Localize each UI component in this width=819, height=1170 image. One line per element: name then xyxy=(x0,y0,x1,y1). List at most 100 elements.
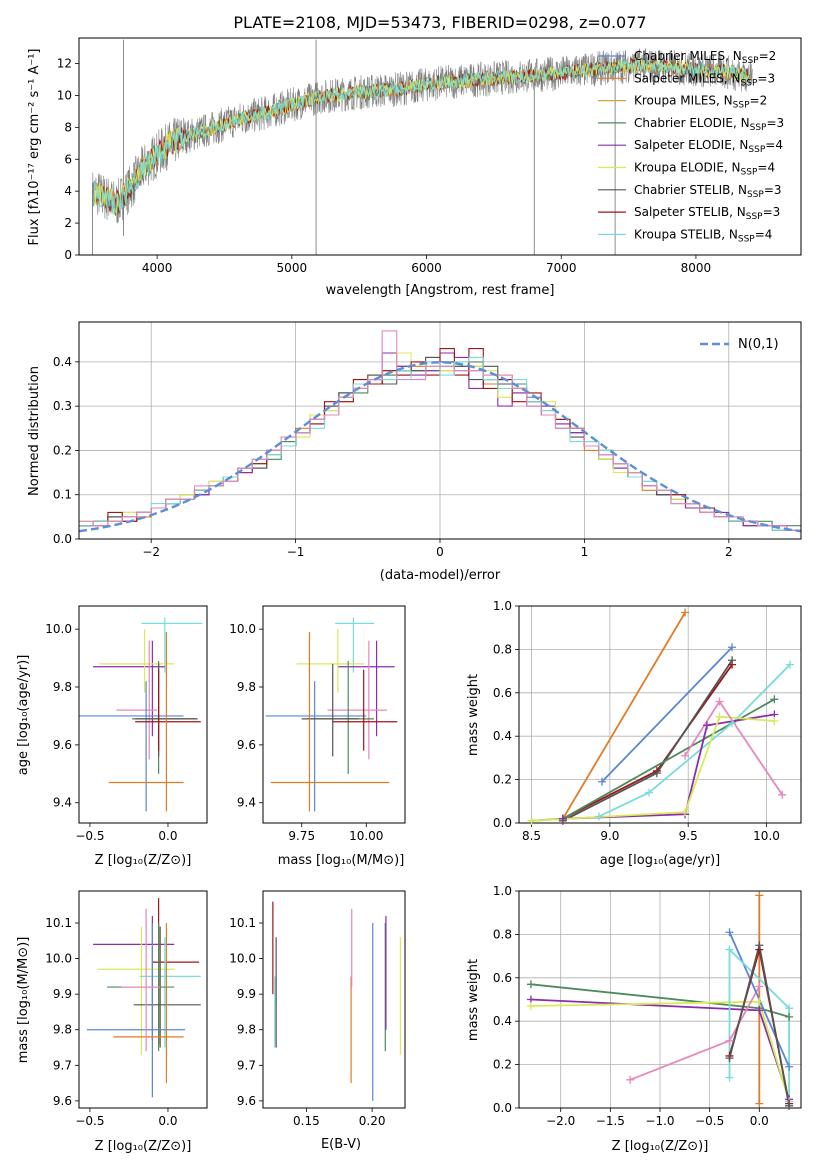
mass-z-chart-frame xyxy=(78,890,208,1109)
histogram-ylabel: Normed distribution xyxy=(27,366,42,496)
legend-label: Chabrier STELIB, NSSP=3 xyxy=(634,183,782,200)
y-tick-label: 9.9 xyxy=(237,987,256,1001)
y-tick-label: 9.6 xyxy=(237,738,256,752)
weight-z-chart: −2.0 −1.5 −1.0 −0.5 0.0 0.0 0.2 0.4 0.6 0.8 1.0 Z [… xyxy=(466,884,802,1154)
x-tick-label: −0.5 xyxy=(75,829,104,843)
x-tick-label: −1.0 xyxy=(645,1114,674,1128)
x-tick-label: −2 xyxy=(142,545,160,559)
x-tick-label: 1 xyxy=(581,545,589,559)
series-line xyxy=(531,715,775,822)
mass-ebv-chart-plot xyxy=(272,901,401,1101)
spectrum-chart-plot xyxy=(92,39,753,255)
y-tick-label: 10.0 xyxy=(45,952,72,966)
x-tick-label: 8.5 xyxy=(522,829,541,843)
series-marker xyxy=(594,812,603,821)
series-marker xyxy=(755,997,764,1006)
series-line xyxy=(562,612,686,820)
legend-label: Salpeter STELIB, NSSP=3 xyxy=(634,205,780,222)
series-marker xyxy=(728,656,737,665)
series-marker xyxy=(770,695,779,704)
series-line xyxy=(598,663,791,818)
x-tick-label: 9.5 xyxy=(679,829,698,843)
histogram-chart-plot xyxy=(79,330,801,533)
y-tick-label: 9.8 xyxy=(53,680,72,694)
y-tick-label: 0.8 xyxy=(493,927,512,941)
series-marker xyxy=(715,712,724,721)
series-marker xyxy=(652,769,661,778)
y-tick-label: 0.1 xyxy=(53,488,72,502)
series-line xyxy=(629,986,761,1081)
series-marker xyxy=(725,928,734,937)
x-tick-label: 4000 xyxy=(142,261,173,275)
y-tick-label: 0.0 xyxy=(53,532,72,546)
y-tick-label: 0.6 xyxy=(493,686,512,700)
series-marker xyxy=(785,1062,794,1071)
x-tick-label: 0.0 xyxy=(158,1114,177,1128)
legend-label: Kroupa ELODIE, NSSP=4 xyxy=(634,161,775,178)
age-z-chart-plot xyxy=(79,617,203,812)
series-marker xyxy=(778,790,787,799)
x-tick-label: 8000 xyxy=(681,261,712,275)
y-tick-label: 10 xyxy=(57,88,72,102)
series-line xyxy=(562,659,733,822)
mass-ebv-chart: 0.15 0.20 9.6 9.7 9.8 9.9 10.0 10.1 E(B-V) xyxy=(229,890,406,1152)
age-z-chart-ylabel: age [log₁₀(age/yr)] xyxy=(16,655,31,776)
x-tick-label: 7000 xyxy=(546,261,577,275)
x-tick-label: 0.0 xyxy=(158,829,177,843)
y-tick-label: 0.4 xyxy=(493,1014,512,1028)
y-tick-label: 0.3 xyxy=(53,399,72,413)
series-marker xyxy=(558,814,567,823)
model-spectrum xyxy=(93,57,750,214)
mass-z-chart-ylabel: mass [log₁₀(M/M⊙)] xyxy=(16,937,31,1064)
y-tick-label: 0.4 xyxy=(53,355,72,369)
x-tick-label: 5000 xyxy=(277,261,308,275)
age-mass-chart-frame xyxy=(262,605,406,824)
x-tick-label: 9.0 xyxy=(600,829,619,843)
y-tick-label: 10.1 xyxy=(45,916,72,930)
x-tick-label: 2 xyxy=(725,545,733,559)
series-marker xyxy=(755,1099,764,1108)
series-marker xyxy=(755,1006,764,1015)
x-tick-label: −0.5 xyxy=(695,1114,724,1128)
gaussian-curve xyxy=(79,361,801,533)
series-marker xyxy=(725,1036,734,1045)
series-marker xyxy=(725,1054,734,1063)
y-tick-label: 9.6 xyxy=(53,1094,72,1108)
series-line xyxy=(601,646,733,783)
spectrum-xlabel: wavelength [Angstrom, rest frame] xyxy=(326,283,555,298)
y-tick-label: 9.7 xyxy=(237,1058,256,1072)
series-marker xyxy=(785,1004,794,1013)
age-mass-chart-plot xyxy=(265,617,398,812)
series-line xyxy=(562,713,775,820)
x-tick-label: 0.20 xyxy=(359,1114,386,1128)
y-tick-label: 0.2 xyxy=(493,1058,512,1072)
series-marker xyxy=(598,777,607,786)
mass-z-chart-plot xyxy=(86,898,201,1098)
y-tick-label: 2 xyxy=(64,216,72,230)
x-tick-label: −0.5 xyxy=(75,1114,104,1128)
series-marker xyxy=(785,1101,794,1110)
mass-z-chart: −0.5 0.0 9.6 9.7 9.8 9.9 10.0 10.1 Z [log₁₀(Z/Z⊙… xyxy=(16,890,208,1154)
series-marker xyxy=(681,751,690,760)
series-marker xyxy=(526,1002,535,1011)
y-tick-label: 6 xyxy=(64,152,72,166)
y-tick-label: 0.2 xyxy=(53,443,72,457)
y-tick-label: 9.4 xyxy=(237,796,256,810)
weight-age-chart-xlabel: age [log₁₀(age/yr)] xyxy=(600,853,721,868)
histogram-xlabel: (data-model)/error xyxy=(380,568,501,583)
y-tick-label: 1.0 xyxy=(493,884,512,898)
y-tick-label: 10.1 xyxy=(229,916,256,930)
series-marker xyxy=(526,980,535,989)
series-marker xyxy=(725,945,734,954)
series-marker xyxy=(786,660,795,669)
series-marker xyxy=(527,816,536,825)
x-tick-label: 10.0 xyxy=(753,829,780,843)
legend-label: Salpeter MILES, NSSP=3 xyxy=(634,71,775,88)
y-tick-label: 10.0 xyxy=(229,622,256,636)
weight-z-chart-xlabel: Z [log₁₀(Z/Z⊙)] xyxy=(612,1139,709,1154)
age-z-chart-frame xyxy=(78,605,208,824)
series-marker xyxy=(715,697,724,706)
y-tick-label: 9.8 xyxy=(53,1023,72,1037)
y-tick-label: 0 xyxy=(64,248,72,262)
y-tick-label: 0.0 xyxy=(493,1101,512,1115)
